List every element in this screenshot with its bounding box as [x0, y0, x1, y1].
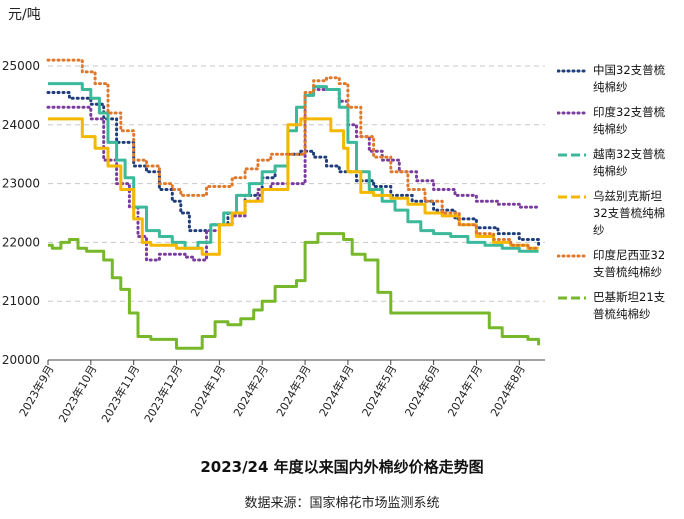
series-line-1	[46, 88, 541, 262]
series-line-4	[46, 58, 541, 250]
legend-swatch	[558, 296, 586, 300]
x-tick-label: 2024年5月	[359, 363, 400, 419]
x-tick-label: 2023年10月	[55, 363, 99, 425]
legend-swatch	[558, 153, 586, 157]
x-tick-label: 2024年1月	[187, 363, 228, 419]
legend-label: 印度32支普梳纯棉纱	[593, 105, 666, 136]
legend-swatch	[557, 111, 587, 115]
legend-swatch	[558, 195, 586, 199]
legend-label: 中国32支普梳纯棉纱	[593, 63, 666, 94]
series-line-3	[48, 117, 539, 256]
chart-source: 数据来源：国家棉花市场监测系统	[244, 496, 440, 511]
x-axis: 2023年9月 2023年10月 2023年11月 2023年12月 2024年1月 20…	[16, 359, 545, 425]
legend-item: 印度32支普梳纯棉纱	[557, 104, 682, 138]
x-tick-label: 2023年12月	[141, 363, 185, 425]
legend-item: 乌兹别克斯坦32支普梳纯棉纱	[557, 188, 682, 239]
x-tick-label: 2024年7月	[444, 362, 485, 418]
legend-label: 乌兹别克斯坦32支普梳纯棉纱	[593, 189, 666, 237]
chart-title: 2023/24 年度以来国内外棉纱价格走势图	[200, 458, 484, 476]
x-tick-label: 2024年4月	[316, 363, 357, 419]
y-tick-label: 23000	[2, 177, 40, 191]
legend: 中国32支普梳纯棉纱 印度32支普梳纯棉纱 越南32支普梳纯棉纱乌兹别克斯坦32支普…	[557, 62, 682, 323]
x-tick-label: 2024年6月	[402, 363, 443, 419]
legend-swatch	[557, 254, 587, 258]
y-tick-label: 24000	[2, 118, 40, 132]
legend-swatch	[557, 69, 587, 73]
legend-item: 印度尼西亚32支普梳纯棉纱	[557, 247, 682, 281]
x-tick-label: 2024年8月	[487, 363, 528, 419]
y-tick-label: 25000	[2, 59, 40, 73]
y-axis-label: 元/吨	[8, 7, 41, 23]
series-lines	[46, 58, 541, 350]
legend-label: 印度尼西亚32支普梳纯棉纱	[593, 248, 666, 279]
x-tick-label: 2024年3月	[273, 363, 314, 419]
legend-item: 巴基斯坦21支普梳纯棉纱	[557, 289, 682, 323]
x-tick-label: 2023年9月	[16, 363, 57, 419]
x-tick-label: 2023年11月	[98, 363, 142, 425]
y-axis-ticks: 20000 21000 22000 23000 24000 25000	[2, 59, 40, 367]
y-tick-label: 22000	[2, 235, 40, 249]
legend-label: 越南32支普梳纯棉纱	[593, 147, 666, 178]
y-tick-label: 20000	[2, 353, 40, 367]
legend-item: 中国32支普梳纯棉纱	[557, 62, 682, 96]
y-tick-label: 21000	[2, 294, 40, 308]
legend-item: 越南32支普梳纯棉纱	[557, 146, 682, 180]
x-tick-label: 2024年2月	[230, 363, 271, 419]
series-line-5	[48, 232, 541, 350]
legend-label: 巴基斯坦21支普梳纯棉纱	[593, 290, 666, 321]
